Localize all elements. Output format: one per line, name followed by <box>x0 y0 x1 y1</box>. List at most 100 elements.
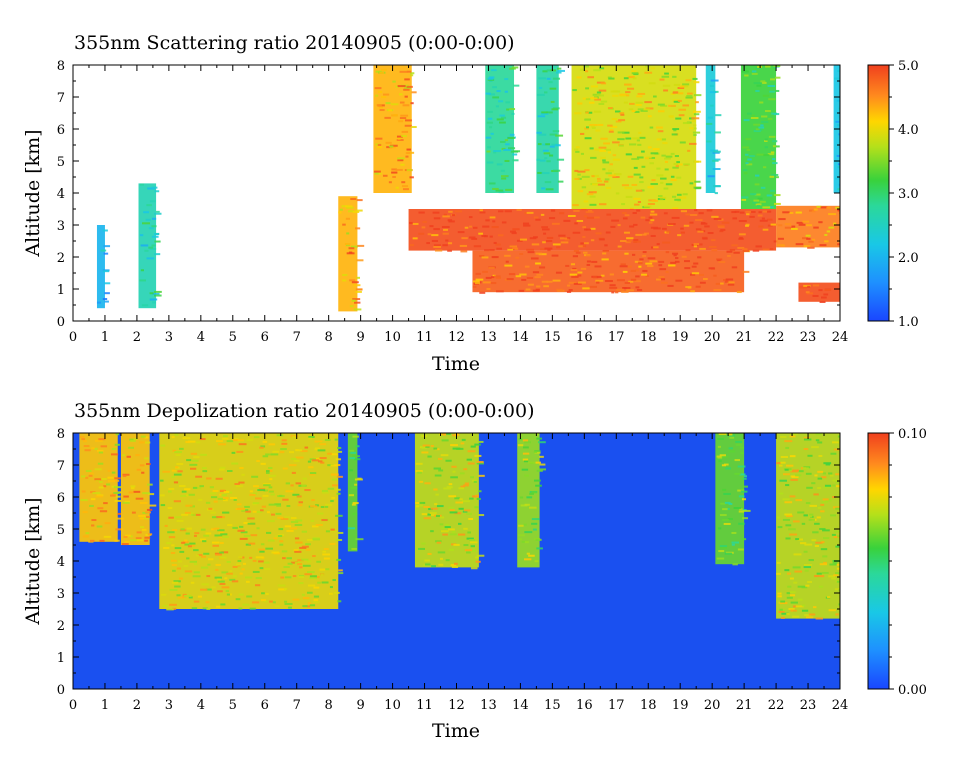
colorbar-tick-label: 0.10 <box>898 427 927 442</box>
x-tick-label: 6 <box>261 330 269 345</box>
scattering-x-ticks: 0 1 2 3 4 5 6 7 8 9 10 11 12 13 14 15 16 17 18 19 20 21 22 23 24 <box>69 65 848 345</box>
heatmap-feature <box>414 433 485 570</box>
x-tick-label: 23 <box>800 698 817 713</box>
y-tick-label: 6 <box>57 491 65 506</box>
x-tick-label: 12 <box>448 330 465 345</box>
x-tick-label: 14 <box>512 330 529 345</box>
x-tick-label: 23 <box>800 330 817 345</box>
heatmap-feature <box>776 433 840 620</box>
x-tick-label: 16 <box>576 698 593 713</box>
y-tick-label: 4 <box>57 555 65 570</box>
y-tick-label: 8 <box>57 59 65 74</box>
colorbar-tick-label: 0.00 <box>898 683 927 698</box>
x-tick-label: 1 <box>101 330 109 345</box>
colorbar-tick-label: 3.0 <box>898 187 919 202</box>
x-tick-label: 5 <box>229 330 237 345</box>
depolarization-ylabel: Altitude [km] <box>22 497 44 625</box>
depolarization-colorbar-ticks: 0.00 0.10 <box>889 427 927 698</box>
heatmap-feature <box>79 433 124 543</box>
heatmap-feature <box>138 183 162 309</box>
y-tick-label: 4 <box>57 187 65 202</box>
scattering-colorbar <box>867 64 890 322</box>
scattering-colorbar-ticks: 1.0 2.0 3.0 4.0 5.0 <box>889 59 919 330</box>
x-tick-label: 3 <box>165 330 173 345</box>
x-tick-label: 2 <box>133 698 141 713</box>
x-tick-label: 5 <box>229 698 237 713</box>
x-tick-label: 22 <box>768 698 785 713</box>
x-tick-label: 6 <box>261 698 269 713</box>
x-tick-label: 17 <box>608 698 625 713</box>
x-tick-label: 10 <box>384 698 401 713</box>
x-tick-label: 12 <box>448 698 465 713</box>
x-tick-label: 4 <box>197 330 205 345</box>
colorbar-tick-label: 5.0 <box>898 59 919 74</box>
y-tick-label: 2 <box>57 619 65 634</box>
x-tick-label: 18 <box>640 698 657 713</box>
x-tick-label: 20 <box>704 330 721 345</box>
y-tick-label: 1 <box>57 283 65 298</box>
y-tick-label: 2 <box>57 251 65 266</box>
x-tick-label: 1 <box>101 698 109 713</box>
x-tick-label: 15 <box>544 698 561 713</box>
x-tick-label: 15 <box>544 330 561 345</box>
x-tick-label: 7 <box>293 698 301 713</box>
x-tick-label: 22 <box>768 330 785 345</box>
heatmap-feature <box>96 225 111 309</box>
x-tick-label: 20 <box>704 698 721 713</box>
depolarization-x-ticks: 0 1 2 3 4 5 6 7 8 9 10 11 12 13 14 15 16 17 18 19 20 21 22 23 24 <box>69 433 848 713</box>
heatmap-feature <box>485 65 521 194</box>
colorbar-tick-label: 4.0 <box>898 123 919 138</box>
heatmap-feature <box>159 433 344 611</box>
depolarization-y-ticks: 0 1 2 3 4 5 6 7 8 <box>57 427 840 698</box>
heatmap-feature <box>338 196 365 312</box>
scattering-panel: 355nm Scattering ratio 20140905 (0:00-0:… <box>22 32 919 375</box>
heatmap-feature <box>517 433 547 568</box>
colorbar-tick-label: 2.0 <box>898 251 919 266</box>
heatmap-feature <box>347 433 364 552</box>
x-tick-label: 11 <box>416 330 433 345</box>
y-tick-label: 8 <box>57 427 65 442</box>
scattering-ylabel: Altitude [km] <box>22 129 44 257</box>
scattering-y-ticks: 0 1 2 3 4 5 6 7 8 <box>57 59 840 330</box>
heatmap-feature <box>705 65 722 195</box>
x-tick-label: 0 <box>69 698 77 713</box>
x-tick-label: 8 <box>325 698 333 713</box>
y-tick-label: 5 <box>57 523 65 538</box>
x-tick-label: 16 <box>576 330 593 345</box>
heatmap-feature <box>571 65 702 211</box>
x-tick-label: 17 <box>608 330 625 345</box>
depolarization-panel: 355nm Depolization ratio 20140905 (0:00-… <box>22 400 927 742</box>
x-tick-label: 9 <box>356 330 364 345</box>
depolarization-heatmap <box>79 433 840 620</box>
y-tick-label: 3 <box>57 219 65 234</box>
heatmap-feature <box>120 433 157 546</box>
heatmap-feature <box>740 65 781 209</box>
heatmap-feature <box>373 65 417 193</box>
scattering-title: 355nm Scattering ratio 20140905 (0:00-0:… <box>74 32 515 54</box>
x-tick-label: 18 <box>640 330 657 345</box>
x-tick-label: 19 <box>672 698 689 713</box>
x-tick-label: 24 <box>832 698 849 713</box>
colorbar-tick-label: 1.0 <box>898 315 919 330</box>
x-tick-label: 21 <box>736 330 753 345</box>
y-tick-label: 7 <box>57 91 65 106</box>
x-tick-label: 11 <box>416 698 433 713</box>
scattering-xlabel: Time <box>432 353 480 375</box>
x-tick-label: 2 <box>133 330 141 345</box>
heatmap-feature <box>472 250 750 294</box>
heatmap-feature <box>408 209 778 253</box>
depolarization-colorbar <box>867 432 890 690</box>
depolarization-title: 355nm Depolization ratio 20140905 (0:00-… <box>74 400 534 422</box>
y-tick-label: 1 <box>57 651 65 666</box>
y-tick-label: 0 <box>57 315 65 330</box>
x-tick-label: 13 <box>480 330 497 345</box>
heatmap-feature <box>536 65 565 193</box>
x-tick-label: 24 <box>832 330 849 345</box>
x-tick-label: 14 <box>512 698 529 713</box>
y-tick-label: 5 <box>57 155 65 170</box>
x-tick-label: 3 <box>165 698 173 713</box>
x-tick-label: 0 <box>69 330 77 345</box>
x-tick-label: 10 <box>384 330 401 345</box>
heatmap-feature <box>715 433 751 566</box>
